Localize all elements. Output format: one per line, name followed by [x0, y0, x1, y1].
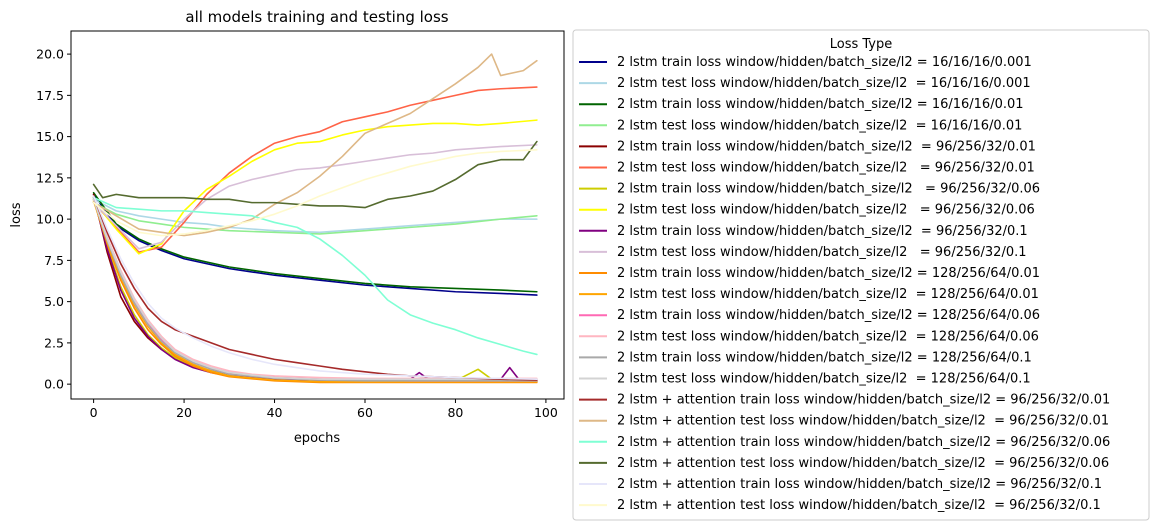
x-tick-label: 100 [534, 405, 558, 420]
legend-entry: 2 lstm + attention train loss window/hid… [617, 435, 1110, 450]
legend-entry: 2 lstm test loss window/hidden/batch_siz… [617, 329, 1039, 344]
legend-entry: 2 lstm + attention test loss window/hidd… [617, 456, 1109, 471]
legend-entry: 2 lstm test loss window/hidden/batch_siz… [617, 118, 1022, 133]
y-tick-label: 0.0 [44, 377, 64, 392]
series-line-10 [92, 144, 538, 250]
legend-items: 2 lstm train loss window/hidden/batch_si… [579, 55, 1110, 513]
series-lines [92, 53, 538, 384]
y-axis-label: loss [9, 202, 24, 227]
series-line-15 [92, 198, 538, 382]
series-line-18 [92, 53, 538, 237]
y-tick-label: 7.5 [44, 253, 64, 268]
y-tick-label: 12.5 [36, 170, 64, 185]
legend-entry: 2 lstm test loss window/hidden/batch_siz… [617, 203, 1035, 218]
series-line-4 [92, 201, 538, 235]
x-tick-label: 60 [357, 405, 373, 420]
y-tick-label: 2.5 [44, 335, 64, 350]
y-axis: 0.0 2.5 5.0 7.5 10.0 12.5 15.0 17.5 20.0 [36, 47, 71, 392]
legend-entry: 2 lstm train loss window/hidden/batch_si… [617, 266, 1040, 281]
x-tick-label: 40 [267, 405, 283, 420]
y-tick-label: 17.5 [36, 88, 64, 103]
series-line-22 [92, 149, 538, 237]
legend-entry: 2 lstm train loss window/hidden/batch_si… [617, 97, 1024, 112]
series-line-21 [92, 195, 538, 380]
x-tick-label: 20 [176, 405, 192, 420]
x-tick-label: 80 [447, 405, 463, 420]
y-tick-label: 5.0 [44, 294, 64, 309]
legend-entry: 2 lstm + attention test loss window/hidd… [617, 498, 1101, 513]
chart-title: all models training and testing loss [185, 8, 448, 26]
legend-entry: 2 lstm train loss window/hidden/batch_si… [617, 55, 1032, 70]
x-axis: 0 20 40 60 80 100 [90, 399, 558, 420]
x-tick-label: 0 [90, 405, 98, 420]
y-tick-label: 10.0 [36, 212, 64, 227]
y-tick-label: 20.0 [36, 47, 64, 62]
legend-entry: 2 lstm train loss window/hidden/batch_si… [617, 224, 1028, 239]
y-tick-label: 15.0 [36, 129, 64, 144]
legend-entry: 2 lstm test loss window/hidden/batch_siz… [617, 372, 1031, 387]
series-line-16 [92, 198, 538, 380]
legend-entry: 2 lstm train loss window/hidden/batch_si… [617, 308, 1040, 323]
legend: Loss Type 2 lstm train loss window/hidde… [572, 29, 1150, 521]
legend-entry: 2 lstm test loss window/hidden/batch_siz… [617, 287, 1039, 302]
series-line-19 [92, 196, 538, 356]
legend-entry: 2 lstm + attention test loss window/hidd… [617, 414, 1109, 429]
series-line-2 [92, 198, 538, 234]
series-line-20 [92, 140, 538, 209]
series-line-1 [92, 193, 538, 296]
series-line-3 [92, 191, 538, 293]
series-line-11 [92, 198, 538, 384]
legend-title: Loss Type [830, 37, 893, 52]
series-line-6 [92, 86, 538, 253]
legend-entry: 2 lstm train loss window/hidden/batch_si… [617, 139, 1036, 154]
legend-entry: 2 lstm test loss window/hidden/batch_siz… [617, 245, 1027, 260]
legend-entry: 2 lstm train loss window/hidden/batch_si… [617, 182, 1040, 197]
legend-entry: 2 lstm test loss window/hidden/batch_siz… [617, 161, 1035, 176]
legend-entry: 2 lstm test loss window/hidden/batch_siz… [617, 76, 1031, 91]
legend-frame [572, 29, 1150, 521]
legend-entry: 2 lstm train loss window/hidden/batch_si… [617, 350, 1032, 365]
plot-frame [70, 30, 565, 400]
legend-entry: 2 lstm + attention train loss window/hid… [617, 477, 1102, 492]
legend-entry: 2 lstm + attention train loss window/hid… [617, 393, 1110, 408]
x-axis-label: epochs [294, 431, 341, 446]
